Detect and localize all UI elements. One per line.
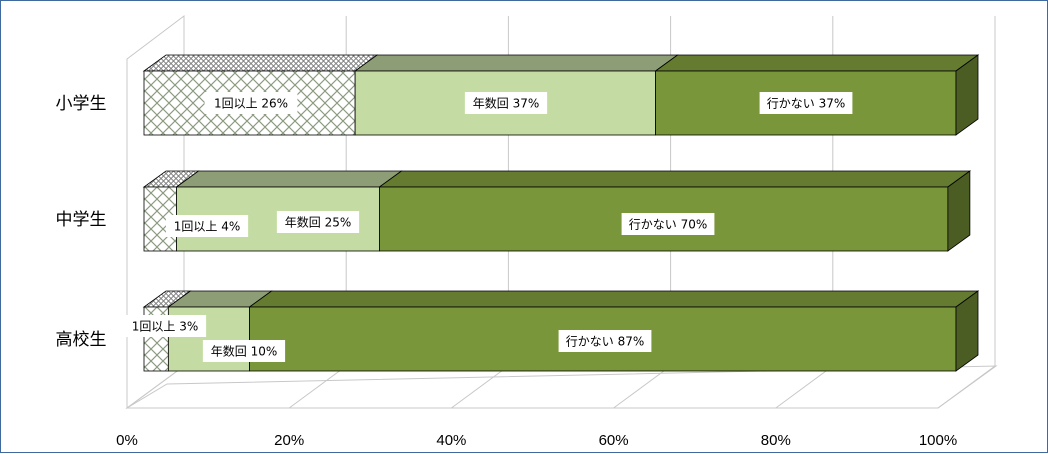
data-label-1-0: 年数回 37% — [473, 96, 540, 111]
data-label-2-0: 行かない 37% — [767, 97, 846, 111]
bar-side-2 — [955, 290, 979, 372]
data-label-box-1-1 — [276, 211, 360, 233]
x-tick-label-100: 100% — [919, 432, 957, 449]
bar-top-1-1 — [175, 170, 403, 188]
bar-top-2-0 — [654, 54, 980, 72]
bar-top-1-0 — [353, 54, 679, 72]
data-label-2-2: 行かない 87% — [566, 335, 645, 349]
x-tick-label-0: 0% — [116, 432, 138, 449]
x-tick-label-40: 40% — [436, 432, 466, 449]
data-label-box-2-0 — [759, 92, 853, 114]
bar-side-0 — [955, 54, 979, 136]
data-label-0-0: 1回以上 26% — [214, 97, 288, 111]
data-label-box-0-0 — [204, 92, 298, 114]
category-label: 小学生 — [56, 94, 107, 114]
data-labels: 1回以上 26% 年数回 37% 行かない 37% 1回以上 4% 年数回 25% 行かな… — [123, 92, 853, 362]
data-label-box-1-0 — [464, 92, 548, 114]
category-label: 中学生 — [56, 210, 107, 230]
data-label-1-2: 年数回 10% — [211, 344, 278, 359]
x-tick-label-80: 80% — [761, 432, 791, 449]
x-tick-label-20: 20% — [274, 432, 304, 449]
data-label-1-1: 年数回 25% — [285, 215, 352, 230]
data-label-0-2: 1回以上 3% — [132, 320, 199, 334]
data-label-box-0-2 — [123, 315, 207, 337]
data-label-box-2-1 — [621, 213, 715, 235]
data-label-box-2-2 — [558, 330, 652, 352]
data-label-box-1-2 — [202, 340, 286, 362]
bar-top-0-0 — [142, 54, 379, 72]
gridline-100 — [937, 16, 996, 409]
bar-side-1 — [947, 170, 971, 252]
x-axis-tick-labels: 0% 20% 40% 60% 80% 100% — [116, 432, 957, 449]
floor — [125, 365, 998, 409]
data-label-0-1: 1回以上 4% — [174, 220, 241, 234]
category-label: 高校生 — [56, 330, 107, 350]
data-label-2-1: 行かない 70% — [629, 218, 708, 232]
data-label-box-0-1 — [165, 215, 249, 237]
bars — [142, 54, 980, 372]
bar-top-2-2 — [248, 290, 980, 308]
x-tick-label-60: 60% — [599, 432, 629, 449]
bar-top-2-1 — [378, 170, 972, 188]
